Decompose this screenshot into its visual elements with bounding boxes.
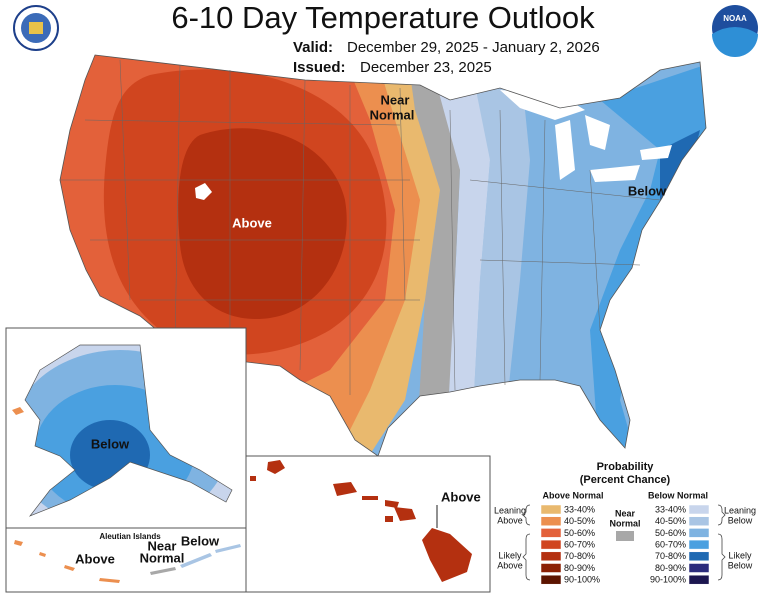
- island: [250, 476, 256, 481]
- hawaii-above-label: Above: [441, 489, 481, 504]
- legend-swatch: [540, 528, 562, 538]
- legend-title: (Percent Chance): [580, 474, 671, 486]
- legend-group: Likely: [728, 550, 752, 560]
- island: [422, 528, 472, 582]
- doc-seal: [13, 5, 59, 51]
- noaa-text: NOAA: [723, 14, 747, 23]
- above-label: Above: [232, 215, 272, 230]
- island: [267, 460, 285, 474]
- legend-label: 60-70%: [564, 539, 595, 549]
- above-70-80: [178, 128, 347, 320]
- valid-label: Valid:: [293, 39, 333, 56]
- alaska-below-label: Below: [91, 436, 130, 451]
- legend-label: 60-70%: [655, 539, 686, 549]
- state-lines: [60, 59, 661, 395]
- legend-label: 90-100%: [650, 575, 686, 585]
- legend-group: Below: [728, 560, 753, 570]
- legend-title: Probability: [597, 461, 655, 473]
- legend-swatch: [540, 516, 562, 526]
- legend-group: Leaning: [494, 505, 526, 515]
- aleutian-below: [180, 544, 241, 568]
- legend-swatch: [540, 539, 562, 550]
- legend-swatch: [688, 551, 710, 562]
- legend-label: 50-60%: [564, 528, 595, 538]
- legend-label: 33-40%: [564, 504, 595, 514]
- legend-label: 90-100%: [564, 575, 600, 585]
- legend-group: Above: [497, 515, 523, 525]
- aleutian-near-label: Near: [148, 538, 177, 553]
- legend-swatch: [540, 563, 562, 573]
- legend-brace: [522, 504, 726, 581]
- legend: Probability (Percent Chance) Above Norma…: [494, 461, 756, 585]
- ak-island: [12, 407, 24, 415]
- legend-label: 50-60%: [655, 528, 686, 538]
- legend-swatch: [540, 574, 562, 585]
- legend-group: Leaning: [724, 505, 756, 515]
- alaska-outline: [24, 344, 233, 517]
- valid-dates: December 29, 2025 - January 2, 2026: [347, 39, 600, 56]
- aleutian-near-label: Normal: [140, 550, 185, 565]
- legend-group: Likely: [498, 550, 522, 560]
- aleutian-below-label: Below: [181, 533, 220, 548]
- legend-label: 80-90%: [564, 563, 595, 573]
- near-normal: [380, 60, 460, 456]
- legend-swatch: [540, 551, 562, 562]
- island: [362, 496, 399, 508]
- legend-near-label: Near: [615, 508, 636, 518]
- legend-swatch: [688, 539, 710, 550]
- legend-swatch: [616, 531, 634, 541]
- below-33-40: [400, 60, 490, 456]
- legend-near-label: Normal: [609, 518, 640, 528]
- great-salt-lake: [195, 183, 212, 200]
- legend-swatch: [688, 528, 710, 538]
- island: [333, 482, 357, 496]
- conus-outline: [59, 54, 707, 457]
- near-label: Normal: [370, 107, 415, 122]
- legend-label: 70-80%: [655, 551, 686, 561]
- legend-group: Above: [497, 560, 523, 570]
- legend-label: 70-80%: [564, 551, 595, 561]
- legend-heading: Above Normal: [542, 490, 603, 500]
- legend-label: 40-50%: [564, 516, 595, 526]
- issued-date: December 23, 2025: [360, 59, 492, 76]
- legend-swatch: [688, 516, 710, 526]
- legend-swatch: [688, 574, 710, 585]
- hawaii-islands: [250, 460, 472, 582]
- issued-label: Issued:: [293, 59, 346, 76]
- legend-heading: Below Normal: [648, 490, 708, 500]
- below-40-50: [450, 60, 530, 456]
- title: 6-10 Day Temperature Outlook: [171, 0, 595, 35]
- legend-swatch: [688, 563, 710, 573]
- below-label: Below: [628, 183, 667, 198]
- aleutian-above-label: Above: [75, 551, 115, 566]
- legend-swatch: [688, 504, 710, 515]
- legend-label: 40-50%: [655, 516, 686, 526]
- legend-swatch: [540, 504, 562, 515]
- island: [385, 507, 416, 522]
- aleutian-title: Aleutian Islands: [99, 532, 161, 541]
- great-lakes: [500, 90, 672, 182]
- near-label: Near: [381, 92, 410, 107]
- aleutian-near: [150, 567, 176, 575]
- legend-label: 80-90%: [655, 563, 686, 573]
- legend-group: Below: [728, 515, 753, 525]
- legend-label: 33-40%: [655, 504, 686, 514]
- noaa-logo: NOAA: [712, 5, 758, 57]
